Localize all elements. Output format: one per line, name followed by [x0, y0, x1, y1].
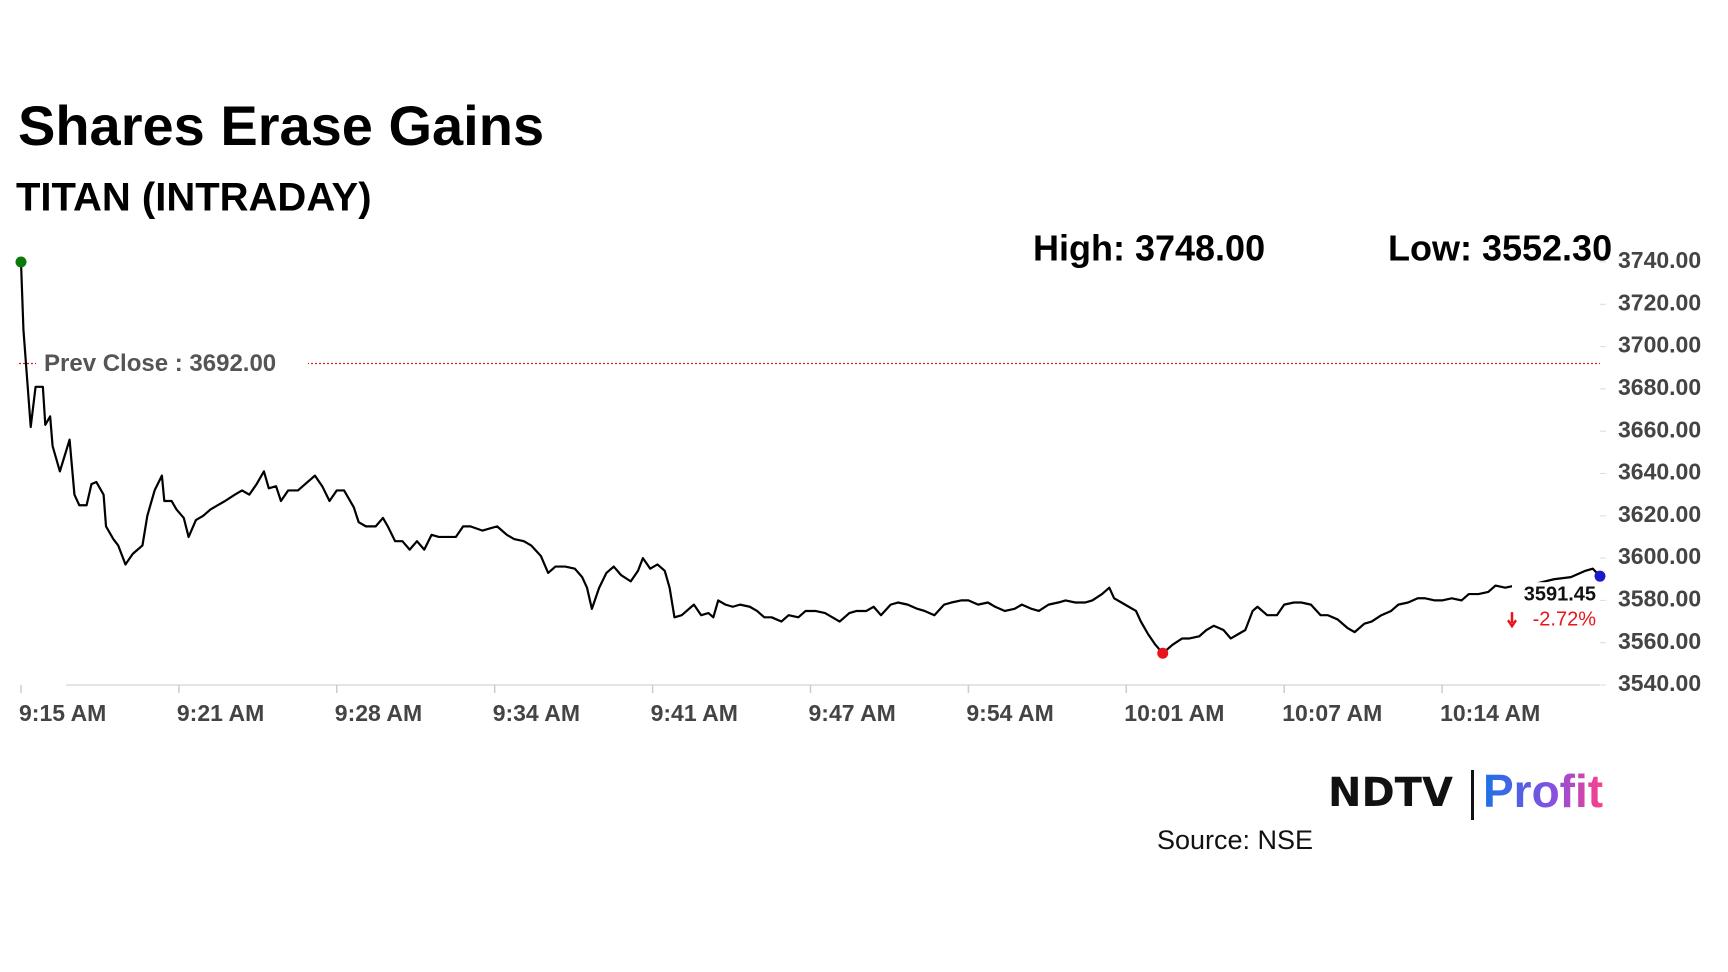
y-tick-label: 3720.00: [1618, 289, 1701, 315]
x-tick-label: 9:28 AM: [335, 700, 422, 726]
x-tick-label: 9:47 AM: [809, 700, 896, 726]
x-tick-label: 9:21 AM: [177, 700, 264, 726]
start-point: [15, 256, 27, 268]
x-tick-label: 9:15 AM: [19, 700, 106, 726]
logo-divider: [1471, 770, 1474, 820]
y-tick-label: 3740.00: [1618, 247, 1701, 273]
chart-title: Shares Erase Gains: [18, 94, 544, 157]
x-tick-label: 10:01 AM: [1124, 700, 1224, 726]
y-tick-label: 3620.00: [1618, 501, 1701, 527]
y-tick-label: 3660.00: [1618, 416, 1701, 442]
x-tick-label: 9:54 AM: [966, 700, 1053, 726]
y-tick-label: 3600.00: [1618, 543, 1701, 569]
logo-left: NDTV: [1328, 770, 1453, 816]
prev-close-label: Prev Close : 3692.00: [44, 350, 276, 377]
logo-right: Profit: [1483, 765, 1603, 817]
high-label: High: 3748.00: [1033, 228, 1265, 269]
low-label: Low: 3552.30: [1388, 228, 1612, 269]
y-tick-label: 3560.00: [1618, 628, 1701, 654]
x-tick-label: 10:07 AM: [1282, 700, 1382, 726]
source: Source: NSE: [1157, 825, 1313, 855]
last-label-bg: [1512, 582, 1598, 635]
end-point: [1594, 570, 1606, 582]
logo: NDTV Profit: [1328, 765, 1603, 820]
prev-close-bg: [36, 347, 308, 380]
x-tick-label: 9:34 AM: [493, 700, 580, 726]
y-tick-label: 3580.00: [1618, 585, 1701, 611]
x-tick-label: 10:14 AM: [1440, 700, 1540, 726]
y-tick-label: 3640.00: [1618, 459, 1701, 485]
low-point: [1157, 647, 1169, 659]
chart-subtitle: TITAN (INTRADAY): [16, 176, 372, 220]
y-tick-label: 3540.00: [1618, 670, 1701, 696]
down-arrow: [1506, 612, 1518, 629]
y-tick-label: 3680.00: [1618, 374, 1701, 400]
last-price-label: 3591.45: [1524, 583, 1596, 605]
change-label: -2.72%: [1533, 608, 1597, 630]
price-line: [19, 261, 1601, 655]
y-tick-label: 3700.00: [1618, 332, 1701, 358]
x-tick-label: 9:41 AM: [651, 700, 738, 726]
